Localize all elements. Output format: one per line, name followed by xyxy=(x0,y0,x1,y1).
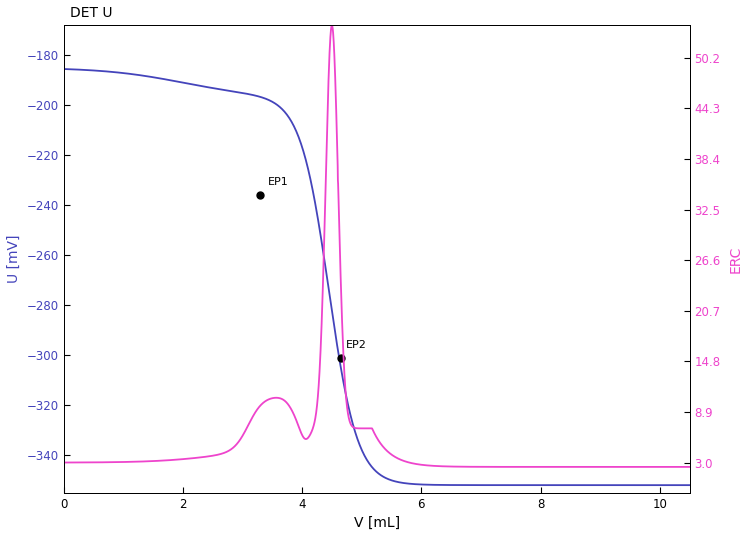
Text: EP2: EP2 xyxy=(346,339,367,350)
Y-axis label: ERC: ERC xyxy=(729,245,743,273)
Text: EP1: EP1 xyxy=(268,177,288,187)
Text: DET U: DET U xyxy=(70,6,112,20)
Y-axis label: U [mV]: U [mV] xyxy=(7,235,21,283)
X-axis label: V [mL]: V [mL] xyxy=(353,516,400,530)
